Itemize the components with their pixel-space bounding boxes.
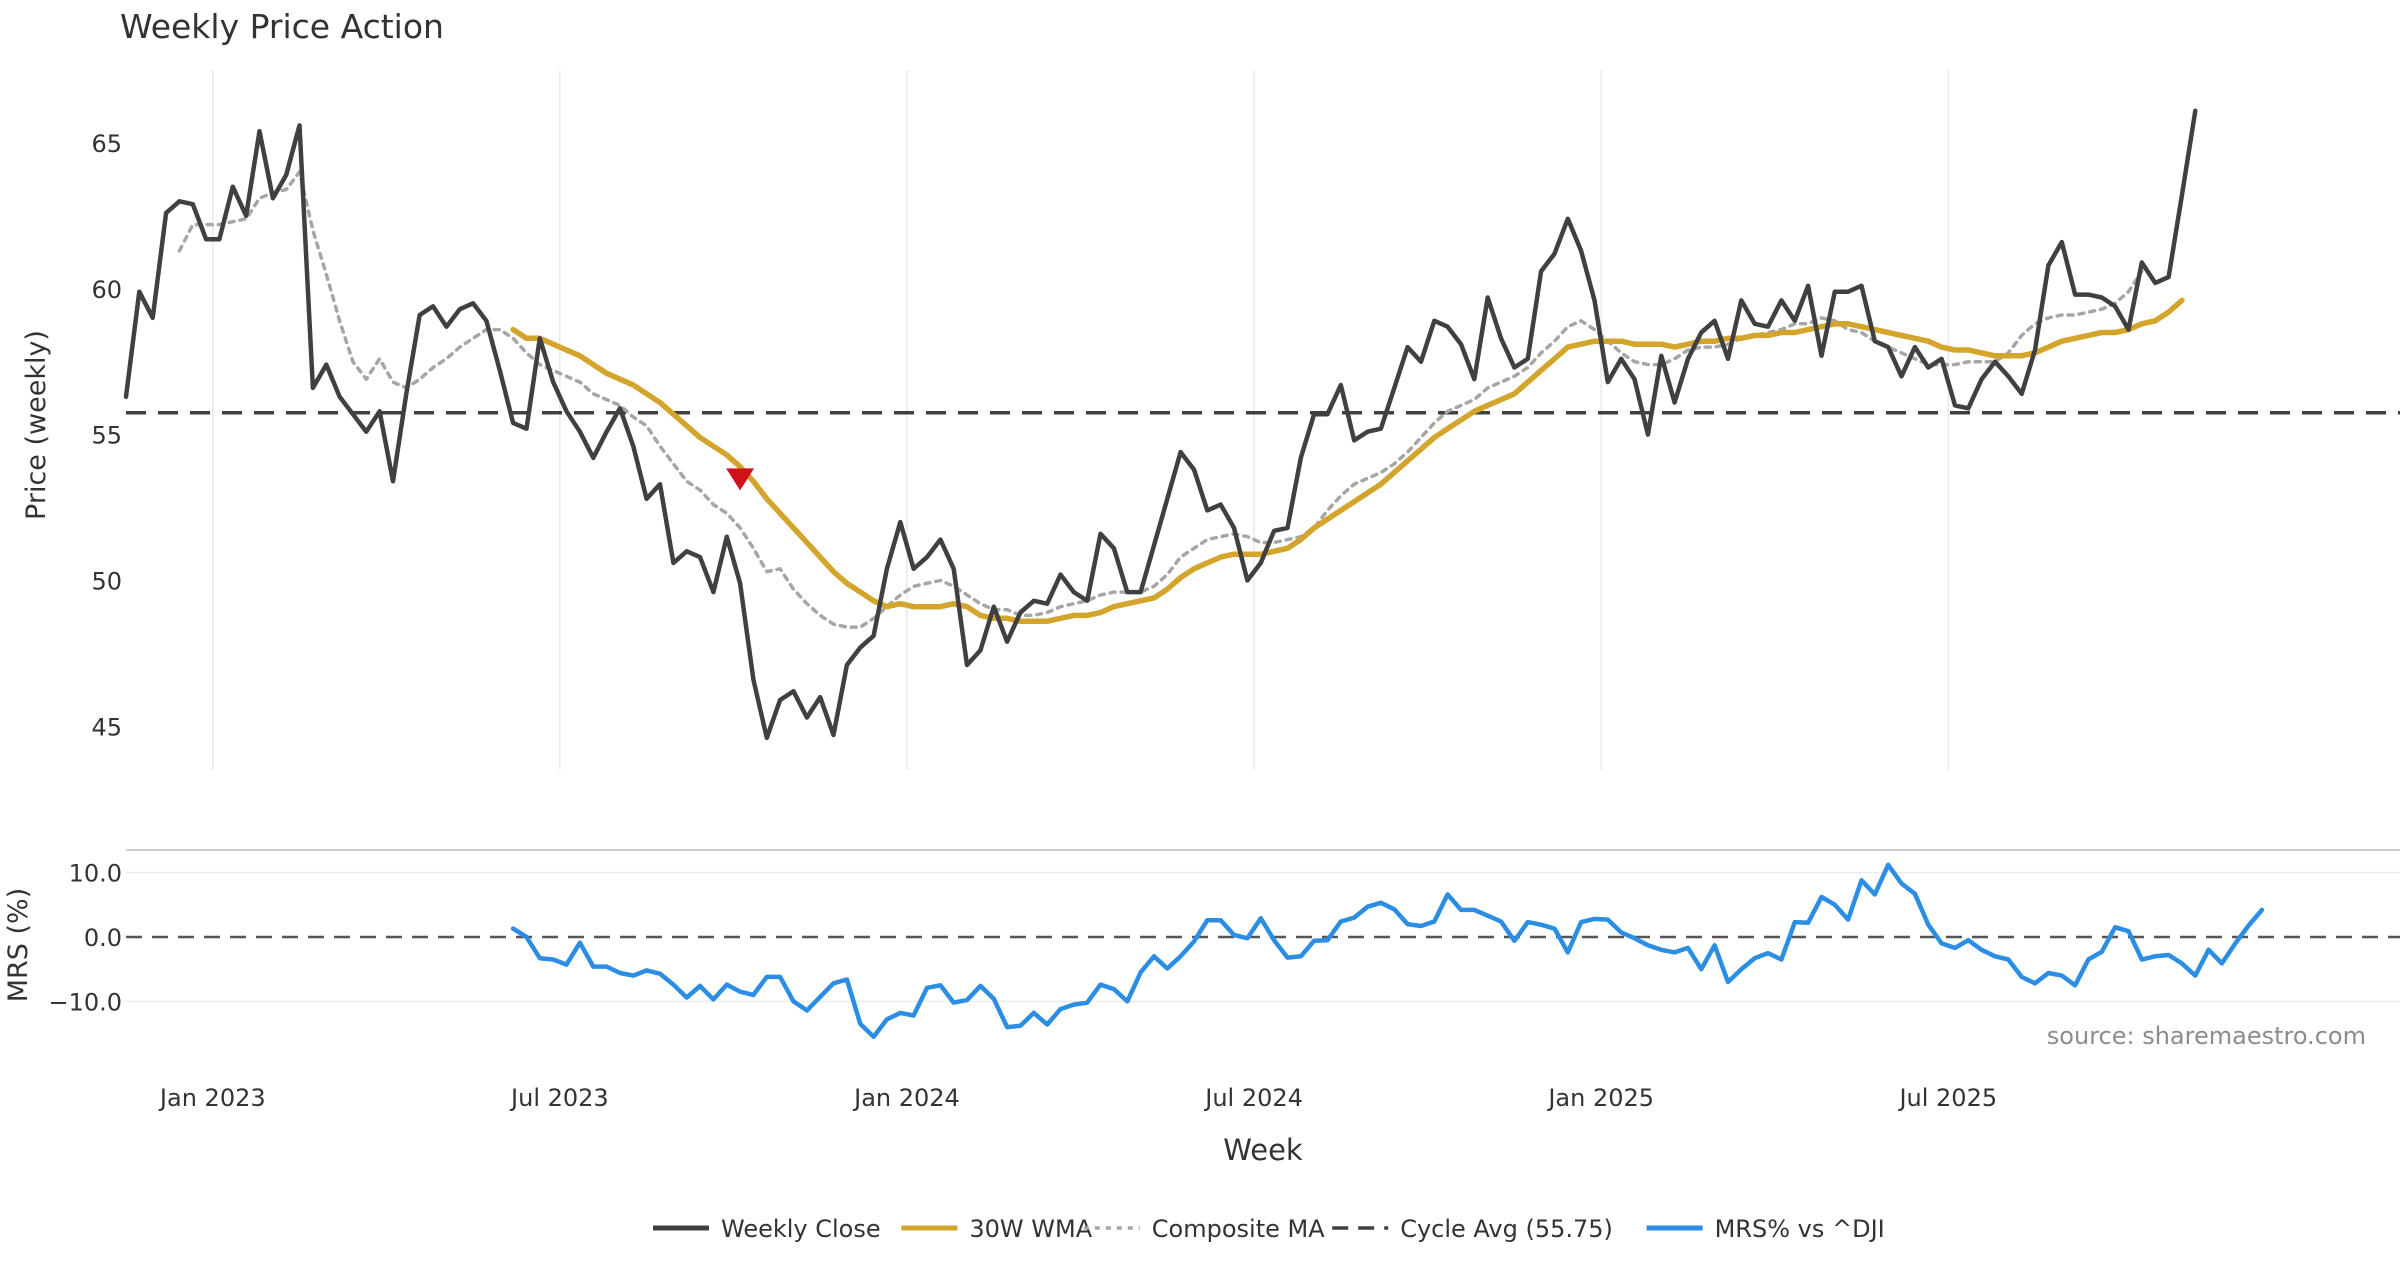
x-tick-label: Jan 2023 (158, 1084, 266, 1112)
price-y-tick-label: 50 (91, 567, 122, 595)
price-y-tick-label: 60 (91, 276, 122, 304)
price-y-tick-label: 55 (91, 422, 122, 450)
mrs-y-axis-label: MRS (%) (3, 888, 34, 1003)
legend-item: Composite MA (1083, 1215, 1325, 1243)
sell-signal-marker (726, 468, 755, 491)
x-tick-label: Jul 2024 (1203, 1084, 1303, 1112)
price-y-tick-label: 65 (91, 130, 122, 158)
grid-layer (126, 70, 2400, 1003)
mrs-series (510, 862, 2265, 1040)
price-y-axis-label: Price (weekly) (21, 330, 52, 520)
legend-label: Composite MA (1152, 1215, 1325, 1243)
x-tick-label: Jan 2024 (852, 1084, 960, 1112)
x-tick-label: Jan 2025 (1546, 1084, 1654, 1112)
legend-item: Cycle Avg (55.75) (1332, 1215, 1613, 1243)
reference-lines (126, 410, 2400, 939)
legend-label: Cycle Avg (55.75) (1400, 1215, 1613, 1243)
mrs-y-tick-label: 10.0 (69, 860, 122, 888)
x-tick-label: Jul 2025 (1897, 1084, 1997, 1112)
price-y-tick-label: 45 (91, 713, 122, 741)
axis-layer: 45 50 55 60 65 10.0 0.0 −10.0 Jan 2023 Jul 2023 Ja… (48, 130, 1997, 1112)
marker-layer (726, 468, 755, 491)
source-note: source: sharemaestro.com (2047, 1022, 2366, 1050)
chart-title: Weekly Price Action (120, 7, 444, 46)
legend-item: Weekly Close (653, 1215, 881, 1243)
weekly-close-series (123, 108, 2198, 741)
x-tick-label: Jul 2023 (509, 1084, 609, 1112)
legend-item: 30W WMA (901, 1215, 1093, 1243)
x-axis-label: Week (1223, 1133, 1303, 1167)
legend: Weekly Close 30W WMA Composite MA Cycle Avg… (653, 1215, 1885, 1243)
legend-label: MRS% vs ^DJI (1715, 1215, 1885, 1243)
legend-item: MRS% vs ^DJI (1646, 1215, 1885, 1243)
mrs-y-tick-label: −10.0 (48, 988, 122, 1016)
wma-30w-series (510, 297, 2185, 625)
mrs-y-tick-label: 0.0 (84, 924, 122, 952)
legend-label: 30W WMA (969, 1215, 1092, 1243)
series-layer (123, 108, 2265, 1040)
legend-label: Weekly Close (721, 1215, 881, 1243)
